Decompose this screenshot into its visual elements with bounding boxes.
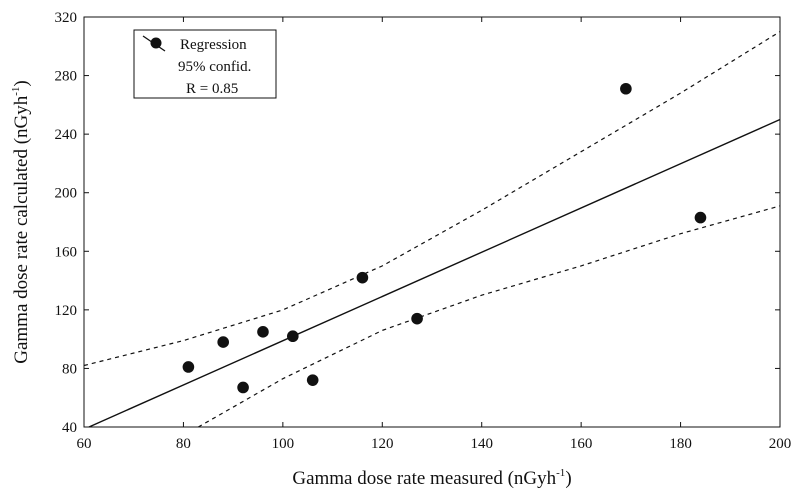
data-point	[257, 326, 269, 338]
x-tick-label: 160	[570, 436, 593, 452]
x-axis-title-sup: -1	[556, 467, 565, 479]
data-point	[237, 381, 249, 394]
x-tick-label: 200	[769, 436, 792, 452]
tick-labels: 60 80 100 120 140 160 180 200 40 80 120 160 200 240 28…	[55, 10, 792, 452]
data-point	[620, 82, 632, 95]
x-tick-label: 60	[77, 436, 92, 452]
y-tick-label: 320	[55, 10, 78, 26]
x-tick-label: 80	[176, 436, 191, 452]
y-tick-label: 160	[55, 244, 78, 260]
x-axis-title-main: Gamma dose rate measured (nGyh	[292, 468, 556, 489]
legend-regression-label: Regression	[180, 37, 247, 53]
x-axis-title: Gamma dose rate measured (nGyh-1)	[292, 467, 571, 489]
data-point	[356, 271, 369, 284]
legend-r-label: R = 0.85	[186, 81, 238, 97]
y-tick-label: 240	[55, 127, 78, 143]
y-axis-title: Gamma dose rate calculated (nGyh-1)	[10, 80, 32, 364]
y-axis-title-main: Gamma dose rate calculated (nGyh	[11, 95, 32, 363]
y-axis-title-end: )	[11, 80, 32, 86]
data-point	[411, 312, 423, 325]
data-point	[287, 330, 299, 343]
data-points	[182, 82, 707, 394]
plot-frame	[83, 16, 781, 428]
x-tick-label: 100	[272, 436, 295, 452]
axis-ticks	[83, 16, 781, 428]
legend-point-marker	[150, 37, 162, 49]
data-point	[306, 374, 319, 386]
data-point	[182, 361, 195, 373]
data-point	[694, 211, 707, 224]
y-axis-title-sup: -1	[10, 87, 22, 96]
x-tick-label: 140	[470, 436, 493, 452]
y-tick-label: 200	[55, 186, 78, 202]
y-tick-label: 80	[62, 361, 77, 377]
data-point	[217, 336, 229, 348]
x-tick-label: 120	[371, 436, 394, 452]
x-tick-label: 180	[669, 436, 692, 452]
legend-confidence-label: 95% confid.	[178, 59, 251, 75]
y-tick-label: 280	[55, 69, 78, 85]
confidence-upper-curve	[83, 31, 781, 367]
x-axis-title-end: )	[565, 468, 571, 489]
regression-line	[88, 118, 781, 428]
y-tick-label: 40	[62, 420, 77, 436]
legend: Regression 95% confid. R = 0.85	[133, 29, 277, 99]
confidence-lower-curve	[198, 205, 781, 428]
y-tick-label: 120	[55, 303, 78, 319]
